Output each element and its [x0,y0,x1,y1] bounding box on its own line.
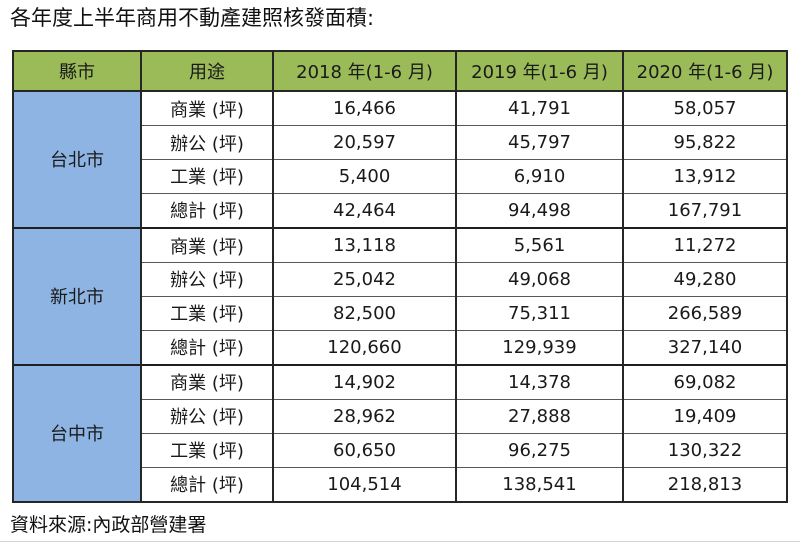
use-cell: 總計 (坪) [140,329,274,366]
city-cell: 台中市 [12,363,142,503]
value-cell: 14,902 [272,363,457,400]
value-cell: 20,597 [272,125,457,160]
table-row: 工業 (坪) 5,400 6,910 13,912 [13,158,788,194]
value-cell: 5,400 [272,158,457,194]
use-cell: 工業 (坪) [140,158,274,194]
table-row: 新北市 商業 (坪) 13,118 5,561 11,272 [12,226,788,366]
value-cell: 138,541 [455,466,624,503]
header-cell-2020: 2020 年(1-6 月) [622,50,788,92]
use-cell: 總計 (坪) [140,466,274,503]
table-row: 辦公 (坪) 28,962 27,888 19,409 [13,399,788,434]
value-cell: 6,910 [455,158,624,194]
value-cell: 129,939 [455,329,624,366]
use-cell: 工業 (坪) [140,295,274,331]
header-cell-2018: 2018 年(1-6 月) [272,50,457,92]
page-title: 各年度上半年商用不動產建照核發面積: [10,6,375,30]
use-cell: 總計 (坪) [140,192,274,229]
value-cell: 19,409 [622,399,788,434]
value-cell: 27,888 [455,399,624,434]
value-cell: 120,660 [272,329,457,366]
use-cell: 商業 (坪) [140,363,274,400]
value-cell: 45,797 [455,125,624,160]
value-cell: 69,082 [622,363,788,400]
use-cell: 商業 (坪) [140,90,274,127]
value-cell: 42,464 [272,192,457,229]
value-cell: 218,813 [622,466,788,503]
use-cell: 辦公 (坪) [140,262,274,297]
table-header: 縣市 用途 2018 年(1-6 月) 2019 年(1-6 月) 2020 年… [12,50,788,92]
table-row: 總計 (坪) 42,464 94,498 167,791 [13,192,788,229]
value-cell: 94,498 [455,192,624,229]
bottom-divider [0,541,800,542]
value-cell: 25,042 [272,262,457,297]
header-cell-use: 用途 [140,50,274,92]
use-cell: 商業 (坪) [140,226,274,264]
value-cell: 327,140 [622,329,788,366]
value-cell: 95,822 [622,125,788,160]
table-row: 台北市 商業 (坪) 16,466 41,791 58,057 [12,90,788,229]
value-cell: 130,322 [622,432,788,468]
value-cell: 13,118 [272,226,457,264]
table-row: 工業 (坪) 82,500 75,311 266,589 [13,295,788,331]
value-cell: 14,378 [455,363,624,400]
value-cell: 49,068 [455,262,624,297]
value-cell: 96,275 [455,432,624,468]
value-cell: 49,280 [622,262,788,297]
city-cell: 新北市 [12,226,142,366]
table-row: 總計 (坪) 120,660 129,939 327,140 [13,329,788,366]
use-cell: 工業 (坪) [140,432,274,468]
value-cell: 167,791 [622,192,788,229]
value-cell: 16,466 [272,90,457,127]
value-cell: 58,057 [622,90,788,127]
header-cell-city: 縣市 [12,50,142,92]
value-cell: 104,514 [272,466,457,503]
header-cell-2019: 2019 年(1-6 月) [455,50,624,92]
value-cell: 41,791 [455,90,624,127]
use-cell: 辦公 (坪) [140,125,274,160]
city-cell: 台北市 [12,90,142,229]
value-cell: 13,912 [622,158,788,194]
value-cell: 5,561 [455,226,624,264]
use-cell: 辦公 (坪) [140,399,274,434]
value-cell: 75,311 [455,295,624,331]
source-note: 資料來源:內政部營建署 [10,514,207,536]
table-row: 工業 (坪) 60,650 96,275 130,322 [13,432,788,468]
value-cell: 11,272 [622,226,788,264]
value-cell: 28,962 [272,399,457,434]
table-body: 台北市 商業 (坪) 16,466 41,791 58,057 辦公 (坪) 20,597 4… [12,90,788,503]
permit-area-table: 縣市 用途 2018 年(1-6 月) 2019 年(1-6 月) 2020 年… [12,50,788,503]
value-cell: 82,500 [272,295,457,331]
table-row: 辦公 (坪) 20,597 45,797 95,822 [13,125,788,160]
value-cell: 60,650 [272,432,457,468]
header-row: 縣市 用途 2018 年(1-6 月) 2019 年(1-6 月) 2020 年… [12,50,788,92]
value-cell: 266,589 [622,295,788,331]
table-row: 辦公 (坪) 25,042 49,068 49,280 [13,262,788,297]
table-row: 台中市 商業 (坪) 14,902 14,378 69,082 [12,363,788,503]
table-row: 總計 (坪) 104,514 138,541 218,813 [13,466,788,503]
